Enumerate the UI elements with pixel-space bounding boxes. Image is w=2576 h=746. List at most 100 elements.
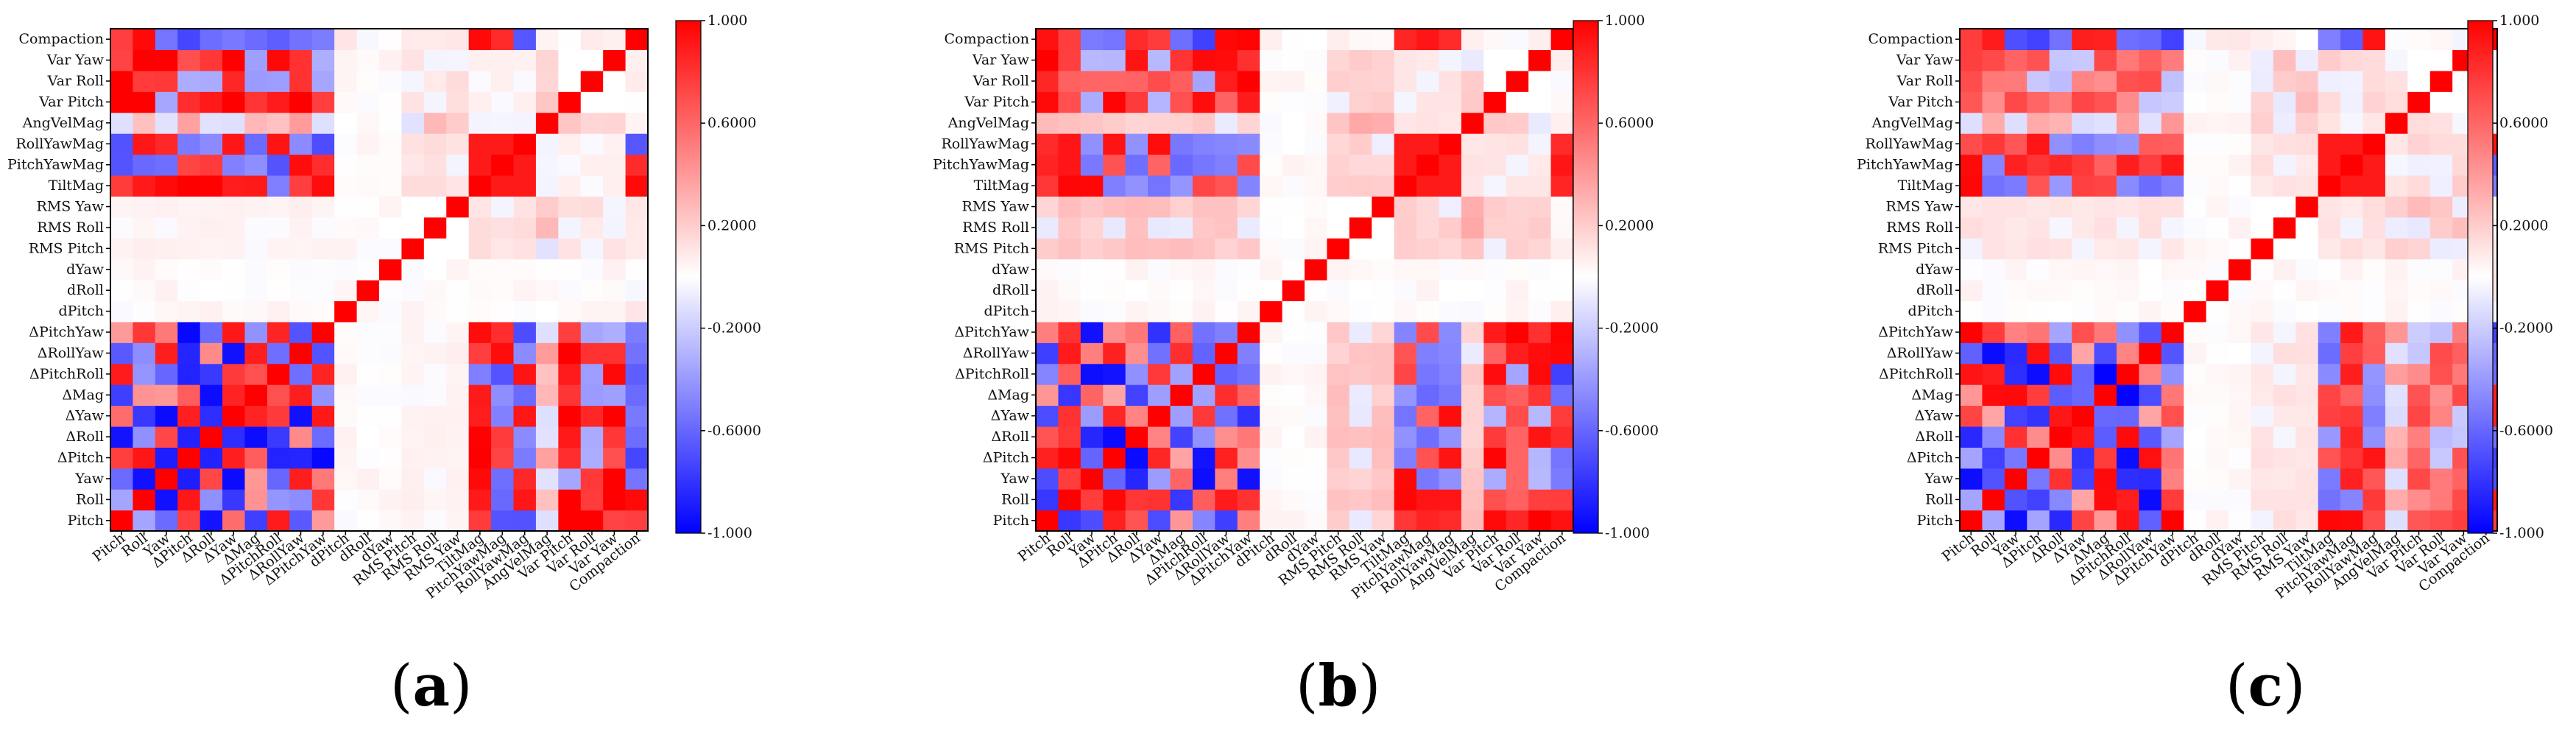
heatmap-cell — [1080, 258, 1104, 281]
heatmap-cell — [401, 384, 425, 407]
heatmap-cell — [1394, 49, 1417, 71]
heatmap-cell — [289, 196, 313, 218]
heatmap-cell — [2072, 91, 2095, 113]
heatmap-cell — [2027, 342, 2050, 365]
heatmap-cell — [2094, 70, 2117, 92]
heatmap-cell — [244, 384, 268, 407]
heatmap-cell — [1305, 154, 1328, 176]
heatmap-cell — [177, 112, 201, 134]
heatmap-cell — [267, 196, 290, 218]
heatmap-cell — [289, 154, 313, 176]
heatmap-cell — [133, 321, 156, 343]
heatmap-cell — [2229, 29, 2252, 51]
heatmap-cell — [1550, 426, 1574, 448]
heatmap-cell — [491, 510, 515, 532]
heatmap-cell — [2229, 321, 2252, 343]
heatmap-cell — [1550, 258, 1574, 281]
heatmap-cell — [2027, 426, 2050, 448]
heatmap-cell — [1036, 133, 1059, 155]
heatmap-cell — [1103, 154, 1126, 176]
heatmap-cell — [535, 258, 559, 281]
heatmap-cell — [2116, 154, 2139, 176]
heatmap-cell — [1982, 112, 2005, 134]
heatmap-cell — [2362, 405, 2386, 427]
heatmap-cell — [133, 489, 156, 511]
heatmap-cell — [289, 384, 313, 407]
y-tick-label: RMS Pitch — [29, 240, 104, 256]
heatmap-cell — [1148, 426, 1171, 448]
heatmap-cell — [468, 112, 492, 134]
heatmap-cell — [1461, 321, 1484, 343]
heatmap-cell — [2161, 112, 2184, 134]
y-tick-label: Yaw — [1924, 471, 1953, 487]
heatmap-cell — [2429, 258, 2453, 281]
heatmap-cell — [1080, 91, 1104, 113]
heatmap-cell — [2340, 342, 2364, 365]
heatmap-cell — [177, 510, 201, 532]
heatmap-cell — [2027, 238, 2050, 260]
heatmap-cell — [625, 426, 649, 448]
heatmap-cell — [1103, 468, 1126, 490]
heatmap-cell — [1237, 175, 1260, 197]
heatmap-cell — [1461, 175, 1484, 197]
heatmap-cell — [1080, 510, 1104, 532]
heatmap-cell — [2429, 321, 2453, 343]
heatmap-cell — [1372, 342, 1395, 365]
heatmap-cell — [1439, 405, 1462, 427]
heatmap-cell — [2004, 175, 2028, 197]
y-tick-label: AngVelMag — [22, 115, 104, 131]
y-tick-label: PitchYawMag — [7, 157, 104, 173]
heatmap-cell — [468, 49, 492, 71]
heatmap-cell — [625, 217, 649, 239]
heatmap-cell — [2429, 384, 2453, 407]
heatmap-cell — [1170, 91, 1193, 113]
heatmap-cell — [311, 112, 335, 134]
heatmap-cell — [311, 196, 335, 218]
heatmap-cell — [2273, 258, 2296, 281]
heatmap-cell — [2296, 405, 2319, 427]
heatmap-cell — [2273, 196, 2296, 218]
heatmap-cell — [1125, 321, 1148, 343]
heatmap-cell — [2072, 112, 2095, 134]
y-tick-label: dRoll — [992, 282, 1029, 298]
heatmap-cell — [2251, 217, 2274, 239]
heatmap-cell — [603, 363, 627, 385]
heatmap-cell — [267, 384, 290, 407]
heatmap-cell — [513, 426, 537, 448]
heatmap-cell — [558, 258, 582, 281]
heatmap-cell — [446, 217, 470, 239]
heatmap-cell — [2027, 154, 2050, 176]
heatmap-cell — [2072, 426, 2095, 448]
heatmap-cell — [1080, 321, 1104, 343]
heatmap-cell — [1349, 91, 1372, 113]
heatmap-cell — [2407, 384, 2431, 407]
heatmap-cell — [244, 196, 268, 218]
heatmap-cell — [2273, 510, 2296, 532]
heatmap-cell — [2362, 91, 2386, 113]
heatmap-cell — [110, 49, 134, 71]
heatmap-cell — [468, 363, 492, 385]
heatmap-cell — [1192, 280, 1215, 302]
heatmap-cell — [2229, 405, 2252, 427]
heatmap-cell — [1960, 468, 1983, 490]
heatmap-cell — [401, 489, 425, 511]
heatmap-cell — [334, 175, 358, 197]
heatmap-cell — [1327, 49, 1350, 71]
heatmap-cell — [1439, 70, 1462, 92]
heatmap-cell — [1483, 447, 1507, 469]
heatmap-cell — [200, 238, 223, 260]
heatmap-cell — [446, 238, 470, 260]
heatmap-cell — [513, 342, 537, 365]
heatmap-cell — [1960, 70, 1983, 92]
heatmap-cell — [468, 91, 492, 113]
heatmap-cell — [2161, 238, 2184, 260]
heatmap-cell — [379, 321, 403, 343]
heatmap-cell — [133, 133, 156, 155]
heatmap-cell — [491, 363, 515, 385]
heatmap-cell — [1036, 175, 1059, 197]
heatmap-cell — [603, 405, 627, 427]
heatmap-cell — [1960, 238, 1983, 260]
heatmap-cell — [2340, 447, 2364, 469]
heatmap-cell — [1036, 217, 1059, 239]
heatmap-cell — [267, 217, 290, 239]
